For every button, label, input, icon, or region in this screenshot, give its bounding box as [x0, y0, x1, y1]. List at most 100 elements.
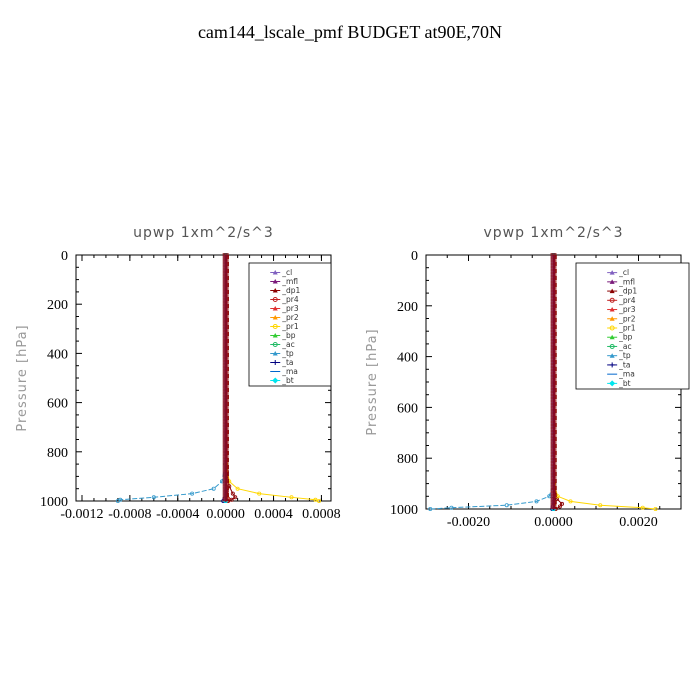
data-point — [229, 497, 234, 502]
zero-profile-marker — [222, 453, 229, 457]
legend-label: _cl — [618, 268, 629, 277]
zero-profile-marker — [550, 408, 557, 412]
zero-profile-marker — [222, 444, 229, 448]
zero-profile-marker — [550, 426, 557, 430]
zero-profile-marker — [550, 414, 557, 418]
legend-marker — [272, 324, 278, 329]
legend-label: _mfl — [281, 277, 298, 286]
legend-label: _bp — [281, 331, 296, 340]
legend-label: _cl — [281, 268, 292, 277]
zero-profile-marker — [550, 374, 557, 378]
zero-profile-marker — [550, 478, 557, 482]
zero-profile-marker — [550, 283, 557, 287]
zero-profile-marker — [222, 359, 229, 363]
zero-profile-marker — [550, 487, 557, 491]
zero-profile-marker — [222, 447, 229, 451]
zero-profile-marker — [550, 371, 557, 375]
zero-profile-marker — [222, 285, 229, 289]
zero-profile-marker — [550, 350, 557, 354]
zero-profile-marker — [222, 436, 229, 440]
zero-profile-marker — [222, 344, 229, 348]
zero-profile-marker — [550, 353, 557, 357]
data-point — [190, 491, 195, 496]
zero-profile-marker — [222, 300, 229, 304]
zero-profile-marker — [550, 313, 557, 317]
zero-profile-marker — [222, 341, 229, 345]
data-point — [653, 506, 658, 511]
legend-label: _pr2 — [618, 314, 636, 323]
data-point — [598, 503, 603, 508]
zero-profile-marker — [222, 495, 229, 499]
zero-profile-marker — [550, 365, 557, 369]
zero-profile-marker — [550, 454, 557, 458]
zero-profile-marker — [222, 306, 229, 310]
zero-profile-marker — [222, 338, 229, 342]
zero-profile-marker — [550, 277, 557, 281]
y-tick-label: 400 — [47, 347, 68, 362]
chart-title: upwp 1xm^2/s^3 — [133, 225, 274, 241]
zero-profile-marker — [550, 280, 557, 284]
legend-label: _pr3 — [281, 304, 299, 313]
zero-profile-marker — [550, 448, 557, 452]
legend-label: _ma — [618, 370, 635, 379]
zero-profile-marker — [550, 310, 557, 314]
zero-profile-marker — [222, 267, 229, 271]
zero-profile-marker — [222, 465, 229, 469]
zero-profile-marker — [550, 265, 557, 269]
y-axis-label: Pressure [hPa] — [15, 324, 30, 431]
legend-marker — [272, 279, 278, 284]
zero-profile-marker — [222, 253, 229, 256]
zero-profile-marker — [222, 438, 229, 442]
data-point — [449, 505, 454, 510]
zero-profile-marker — [550, 307, 557, 311]
x-tick-label: 0.0000 — [534, 515, 573, 530]
zero-profile-marker — [550, 253, 557, 256]
zero-profile-marker — [550, 484, 557, 488]
data-point — [534, 499, 539, 504]
zero-profile-marker — [222, 332, 229, 336]
zero-profile-marker — [222, 279, 229, 283]
series-tp — [428, 252, 556, 511]
zero-profile-marker — [550, 460, 557, 464]
data-point — [257, 491, 262, 496]
chart-panel-1: upwp 1xm^2/s^3 Pressure [hPa] 0 200 400 600 80… — [15, 225, 341, 522]
x-tick-label: 0.0020 — [619, 515, 658, 530]
legend-label: _ta — [281, 358, 293, 367]
legend-marker — [272, 351, 278, 356]
data-point — [428, 506, 433, 511]
zero-profile-marker — [222, 362, 229, 366]
zero-profile-marker — [550, 387, 557, 391]
y-tick-label: 1000 — [390, 503, 418, 518]
y-tick-label: 0 — [411, 249, 418, 264]
zero-profile-marker — [222, 291, 229, 295]
zero-profile-marker — [550, 475, 557, 479]
legend-marker — [609, 288, 615, 294]
zero-profile-marker — [222, 288, 229, 292]
zero-profile-marker — [550, 466, 557, 470]
legend-marker — [609, 297, 615, 303]
y-tick-label: 0 — [61, 249, 68, 264]
zero-profile-marker — [550, 405, 557, 409]
zero-profile-marker — [550, 435, 557, 439]
zero-profile-marker — [222, 303, 229, 307]
legend-label: _ac — [281, 340, 294, 349]
zero-profile-marker — [222, 317, 229, 321]
legend-label: _pr4 — [281, 295, 299, 304]
zero-profile-marker — [550, 411, 557, 415]
data-point — [504, 503, 509, 508]
zero-profile-marker — [550, 320, 557, 324]
legend-label: _bt — [281, 376, 294, 385]
zero-profile-marker — [550, 286, 557, 290]
zero-profile-marker — [550, 344, 557, 348]
y-tick-label: 800 — [397, 452, 418, 467]
zero-profile-marker — [550, 259, 557, 263]
legend-marker — [609, 307, 615, 312]
legend-label: _pr1 — [618, 324, 636, 333]
zero-profile-marker — [550, 338, 557, 342]
zero-profile-marker — [550, 451, 557, 455]
zero-profile-marker — [550, 332, 557, 336]
zero-profile-marker — [222, 374, 229, 378]
legend-box — [575, 262, 690, 390]
zero-profile-marker — [222, 368, 229, 372]
y-tick-label: 600 — [397, 401, 418, 416]
